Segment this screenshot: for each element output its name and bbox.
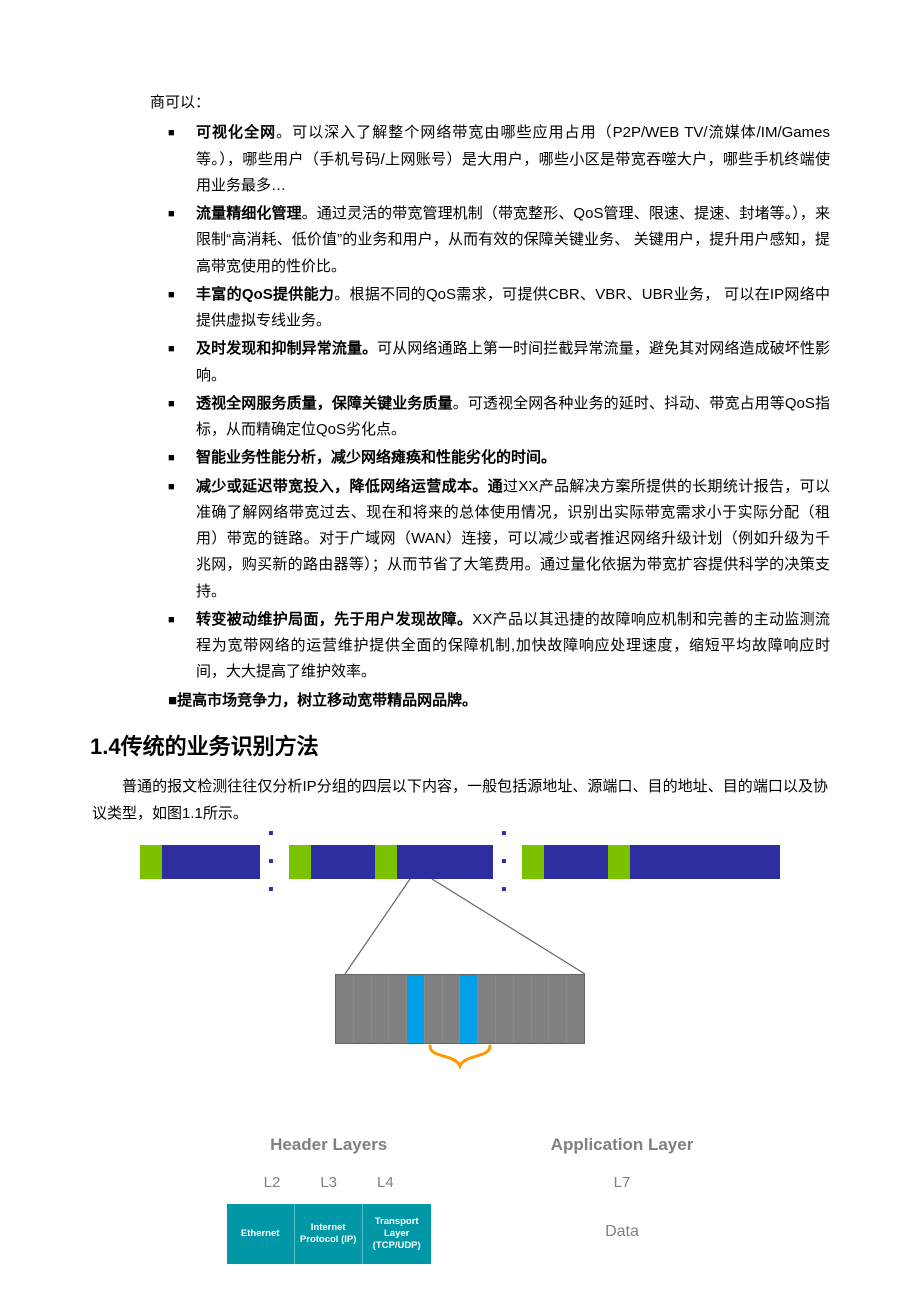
detail-stripe <box>443 975 461 1043</box>
detail-stripe <box>407 975 425 1043</box>
app-layer-data: Data <box>551 1218 694 1246</box>
header-layers-title: Header Layers <box>227 1130 431 1160</box>
detail-stripe <box>478 975 496 1043</box>
header-layers-boxes: EthernetInternet Protocol (IP)Transport … <box>227 1204 431 1264</box>
detail-stripe <box>567 975 584 1043</box>
detail-stripe <box>496 975 514 1043</box>
app-layer-title: Application Layer <box>551 1130 694 1160</box>
tail-bullet: ■提高市场竞争力，树立移动宽带精品网品牌。 <box>90 688 830 714</box>
packet <box>522 845 608 879</box>
bullet-item: 透视全网服务质量，保障关键业务质量。可透视全网各种业务的延时、抖动、带宽占用等Q… <box>196 391 830 444</box>
tail-bold: 提高市场竞争力，树立移动宽带精品网品牌。 <box>177 692 477 709</box>
layer-box: Transport Layer (TCP/UDP) <box>363 1204 431 1264</box>
app-layer-sub: L7 <box>551 1170 694 1196</box>
detail-stripe <box>372 975 390 1043</box>
detail-stripe <box>389 975 407 1043</box>
header-layers-col: Header Layers L2 L3 L4 EthernetInternet Pr… <box>227 1130 431 1264</box>
bullet-item: 智能业务性能分析，减少网络瘫痪和性能劣化的时间。 <box>196 445 830 471</box>
app-layer-col: Application Layer L7 Data <box>551 1130 694 1264</box>
bullet-item: 及时发现和抑制异常流量。可从网络通路上第一时间拦截异常流量，避免其对网络造成破坏… <box>196 336 830 389</box>
detail-stripe <box>336 975 354 1043</box>
layer-sub-label: L3 <box>320 1170 337 1196</box>
layer-box: Ethernet <box>227 1204 295 1264</box>
brace <box>335 1044 585 1084</box>
detail-stripe <box>354 975 372 1043</box>
packet-row: ▪ ▪ ▪▪ ▪ ▪ <box>140 845 780 879</box>
bullet-list: 可视化全网。可以深入了解整个网络带宽由哪些应用占用（P2P/WEB TV/流媒体… <box>90 120 830 685</box>
body-paragraph: 普通的报文检测往往仅分析IP分组的四层以下内容，一般包括源地址、源端口、目的地址… <box>90 774 830 827</box>
layers-row: Header Layers L2 L3 L4 EthernetInternet Pr… <box>140 1130 780 1264</box>
packet <box>608 845 780 879</box>
packet-detail <box>335 974 585 1044</box>
detail-stripe <box>460 975 478 1043</box>
packet <box>375 845 493 879</box>
section-heading: 1.4传统的业务识别方法 <box>90 728 830 767</box>
bullet-item: 可视化全网。可以深入了解整个网络带宽由哪些应用占用（P2P/WEB TV/流媒体… <box>196 120 830 199</box>
detail-stripe <box>514 975 532 1043</box>
bullet-item: 转变被动维护局面，先于用户发现故障。XX产品以其迅捷的故障响应机制和完善的主动监… <box>196 607 830 686</box>
bullet-item: 流量精细化管理。通过灵活的带宽管理机制（带宽整形、QoS管理、限速、提速、封堵等… <box>196 201 830 280</box>
zoom-lines <box>140 879 780 974</box>
packet <box>289 845 375 879</box>
packet <box>140 845 260 879</box>
lead-in-text: 商可以： <box>90 90 830 116</box>
bullet-item: 减少或延迟带宽投入，降低网络运营成本。通过XX产品解决方案所提供的长期统计报告，… <box>196 474 830 605</box>
detail-stripe <box>425 975 443 1043</box>
header-layers-subs: L2 L3 L4 <box>227 1170 431 1196</box>
detail-stripe <box>532 975 550 1043</box>
layer-sub-label: L2 <box>264 1170 281 1196</box>
bullet-item: 丰富的QoS提供能力。根据不同的QoS需求，可提供CBR、VBR、UBR业务， … <box>196 282 830 335</box>
layer-box: Internet Protocol (IP) <box>295 1204 363 1264</box>
layer-sub-label: L4 <box>377 1170 394 1196</box>
packet-diagram: ▪ ▪ ▪▪ ▪ ▪ Header Layers L2 L3 L4 Ethernet… <box>140 845 780 1264</box>
detail-stripe <box>549 975 567 1043</box>
